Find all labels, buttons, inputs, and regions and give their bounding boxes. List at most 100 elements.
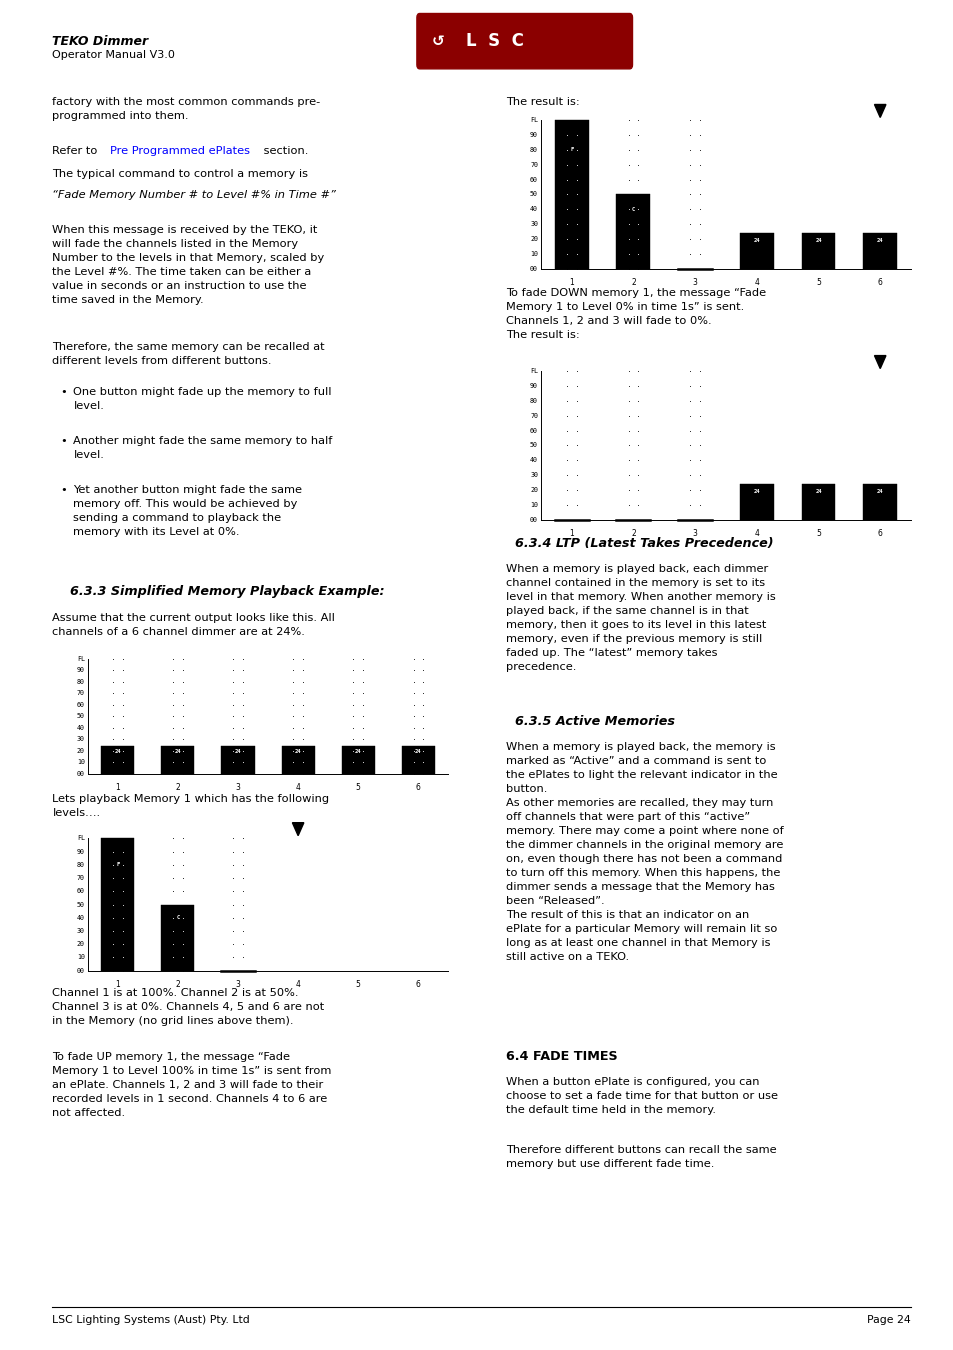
- Text: 10: 10: [77, 954, 85, 960]
- Bar: [616, 194, 650, 269]
- Text: 80: 80: [77, 861, 85, 868]
- Bar: [401, 747, 435, 774]
- Text: 4: 4: [754, 278, 759, 288]
- Text: 5: 5: [815, 278, 821, 288]
- Bar: [281, 747, 314, 774]
- Text: 50: 50: [77, 902, 85, 907]
- Text: 00: 00: [77, 968, 85, 973]
- Text: 24: 24: [815, 489, 821, 494]
- Text: 1: 1: [115, 783, 120, 792]
- Text: Another might fade the same memory to half
level.: Another might fade the same memory to ha…: [73, 436, 333, 460]
- Text: 50: 50: [530, 192, 537, 197]
- Text: 24: 24: [355, 749, 361, 755]
- Polygon shape: [874, 355, 885, 369]
- Text: 60: 60: [530, 177, 537, 182]
- Text: 70: 70: [530, 162, 537, 167]
- Text: •: •: [60, 436, 67, 446]
- Text: 20: 20: [77, 748, 85, 753]
- Text: 24: 24: [174, 749, 181, 755]
- Text: 24: 24: [234, 749, 241, 755]
- Text: 90: 90: [77, 667, 85, 674]
- Text: Therefore different buttons can recall the same
memory but use different fade ti: Therefore different buttons can recall t…: [505, 1145, 776, 1169]
- Text: 40: 40: [530, 458, 537, 463]
- Text: 24: 24: [753, 238, 760, 243]
- Text: C: C: [631, 207, 635, 212]
- FancyBboxPatch shape: [416, 14, 632, 69]
- Text: 80: 80: [530, 398, 537, 404]
- Text: 2: 2: [175, 980, 180, 990]
- Text: C: C: [176, 915, 179, 921]
- Text: FL: FL: [530, 117, 537, 123]
- Text: One button might fade up the memory to full
level.: One button might fade up the memory to f…: [73, 387, 332, 412]
- Text: 6.3.5 Active Memories: 6.3.5 Active Memories: [515, 716, 675, 729]
- Text: Operator Manual V3.0: Operator Manual V3.0: [52, 50, 175, 59]
- Text: 3: 3: [692, 529, 697, 539]
- Text: 6: 6: [877, 529, 882, 539]
- Text: 24: 24: [876, 238, 882, 243]
- Text: The result is:: The result is:: [505, 97, 578, 107]
- Text: 4: 4: [295, 783, 300, 792]
- Text: 5: 5: [815, 529, 821, 539]
- Text: 6: 6: [416, 980, 420, 990]
- Text: The typical command to control a memory is: The typical command to control a memory …: [52, 169, 308, 178]
- Text: TEKO Dimmer: TEKO Dimmer: [52, 35, 149, 49]
- Text: “Fade Memory Number # to Level #% in Time #”: “Fade Memory Number # to Level #% in Tim…: [52, 190, 336, 200]
- Text: 70: 70: [530, 413, 537, 418]
- Text: 1: 1: [569, 278, 574, 288]
- Text: Therefore, the same memory can be recalled at
different levels from different bu: Therefore, the same memory can be recall…: [52, 342, 325, 366]
- Text: 00: 00: [77, 771, 85, 776]
- Text: 2: 2: [175, 783, 180, 792]
- Text: 24: 24: [114, 749, 121, 755]
- Text: 30: 30: [530, 221, 537, 227]
- Bar: [101, 838, 134, 971]
- Text: F: F: [116, 863, 119, 867]
- Text: 24: 24: [415, 749, 421, 755]
- Text: Lets playback Memory 1 which has the following
levels….: Lets playback Memory 1 which has the fol…: [52, 794, 329, 818]
- Text: F: F: [570, 147, 573, 153]
- Text: 6.3.3 Simplified Memory Playback Example:: 6.3.3 Simplified Memory Playback Example…: [70, 585, 384, 598]
- Text: When a memory is played back, the memory is
marked as “Active” and a command is : When a memory is played back, the memory…: [505, 743, 782, 963]
- Text: LSC Lighting Systems (Aust) Pty. Ltd: LSC Lighting Systems (Aust) Pty. Ltd: [52, 1315, 250, 1324]
- Bar: [221, 747, 254, 774]
- Text: 90: 90: [530, 132, 537, 138]
- Text: FL: FL: [530, 369, 537, 374]
- Bar: [341, 747, 375, 774]
- Text: 10: 10: [530, 251, 537, 256]
- Text: Pre Programmed ePlates: Pre Programmed ePlates: [110, 146, 250, 155]
- Text: 2: 2: [631, 529, 635, 539]
- Text: 24: 24: [753, 489, 760, 494]
- Bar: [740, 234, 773, 269]
- Text: 4: 4: [295, 980, 300, 990]
- Bar: [801, 234, 835, 269]
- Text: 10: 10: [77, 759, 85, 765]
- Text: 10: 10: [530, 502, 537, 508]
- Bar: [161, 904, 194, 971]
- Bar: [555, 120, 588, 269]
- Text: 3: 3: [692, 278, 697, 288]
- Text: 60: 60: [77, 888, 85, 894]
- Bar: [862, 485, 896, 520]
- Text: 90: 90: [77, 849, 85, 855]
- Text: 70: 70: [77, 690, 85, 697]
- Bar: [740, 485, 773, 520]
- Text: section.: section.: [260, 146, 309, 155]
- Text: 5: 5: [355, 980, 360, 990]
- Text: 1: 1: [115, 980, 120, 990]
- Bar: [161, 747, 194, 774]
- Text: factory with the most common commands pre-
programmed into them.: factory with the most common commands pr…: [52, 97, 320, 122]
- Text: When a memory is played back, each dimmer
channel contained in the memory is set: When a memory is played back, each dimme…: [505, 564, 775, 672]
- Text: FL: FL: [77, 836, 85, 841]
- Text: To fade DOWN memory 1, the message “Fade
Memory 1 to Level 0% in time 1s” is sen: To fade DOWN memory 1, the message “Fade…: [505, 288, 765, 340]
- Text: 6: 6: [877, 278, 882, 288]
- Text: Page 24: Page 24: [866, 1315, 910, 1324]
- Text: Yet another button might fade the same
memory off. This would be achieved by
sen: Yet another button might fade the same m…: [73, 485, 302, 537]
- Text: 20: 20: [77, 941, 85, 948]
- Text: 30: 30: [77, 736, 85, 742]
- Text: 70: 70: [77, 875, 85, 882]
- Text: 60: 60: [77, 702, 85, 707]
- Text: 1: 1: [569, 529, 574, 539]
- Text: 24: 24: [876, 489, 882, 494]
- Bar: [801, 485, 835, 520]
- Text: FL: FL: [77, 656, 85, 662]
- Text: 24: 24: [815, 238, 821, 243]
